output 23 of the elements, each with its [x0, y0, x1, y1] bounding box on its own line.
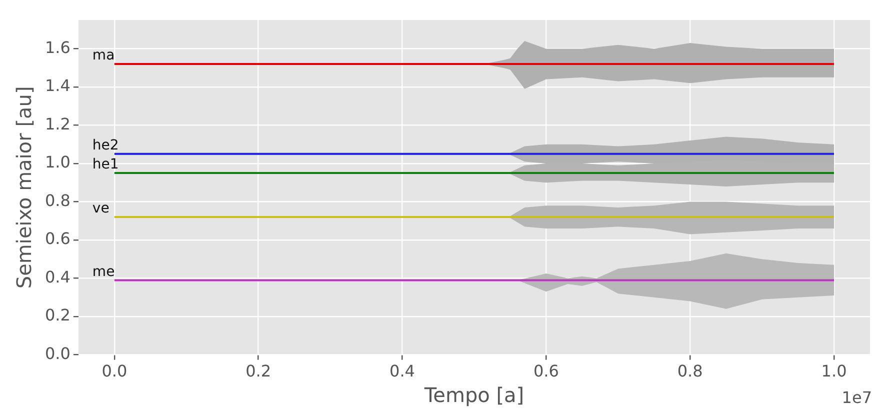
y-tick-label: 0.6 — [44, 229, 70, 248]
series-label: ve — [92, 200, 110, 217]
x-axis-title: Tempo [a] — [423, 383, 524, 408]
y-tick-label: 1.4 — [44, 76, 70, 96]
y-tick-label: 0.2 — [44, 306, 70, 325]
series-label: me — [92, 264, 115, 280]
x-tick-label: 0.6 — [533, 362, 559, 381]
y-tick-label: 1.2 — [44, 114, 70, 134]
series-label: he1 — [92, 156, 119, 173]
text: 1e7 — [842, 388, 872, 407]
y-tick-label: 1.6 — [44, 38, 70, 57]
series-label: ma — [92, 48, 115, 64]
y-tick-label: 1.0 — [44, 152, 70, 172]
y-axis-title: Semieixo maior [au] — [12, 86, 36, 289]
x-tick-label: 0.8 — [677, 362, 703, 381]
y-tick-label: 0.4 — [44, 267, 70, 286]
x-tick-label: 0.2 — [246, 362, 272, 381]
y-tick-label: 0.0 — [44, 344, 70, 363]
series-label: he2 — [92, 138, 119, 154]
x-tick-label: 0.4 — [390, 362, 415, 381]
y-tick-label: 0.8 — [44, 190, 70, 210]
x-tick-label: 1.0 — [821, 362, 847, 381]
x-tick-label: 0.0 — [102, 362, 128, 381]
